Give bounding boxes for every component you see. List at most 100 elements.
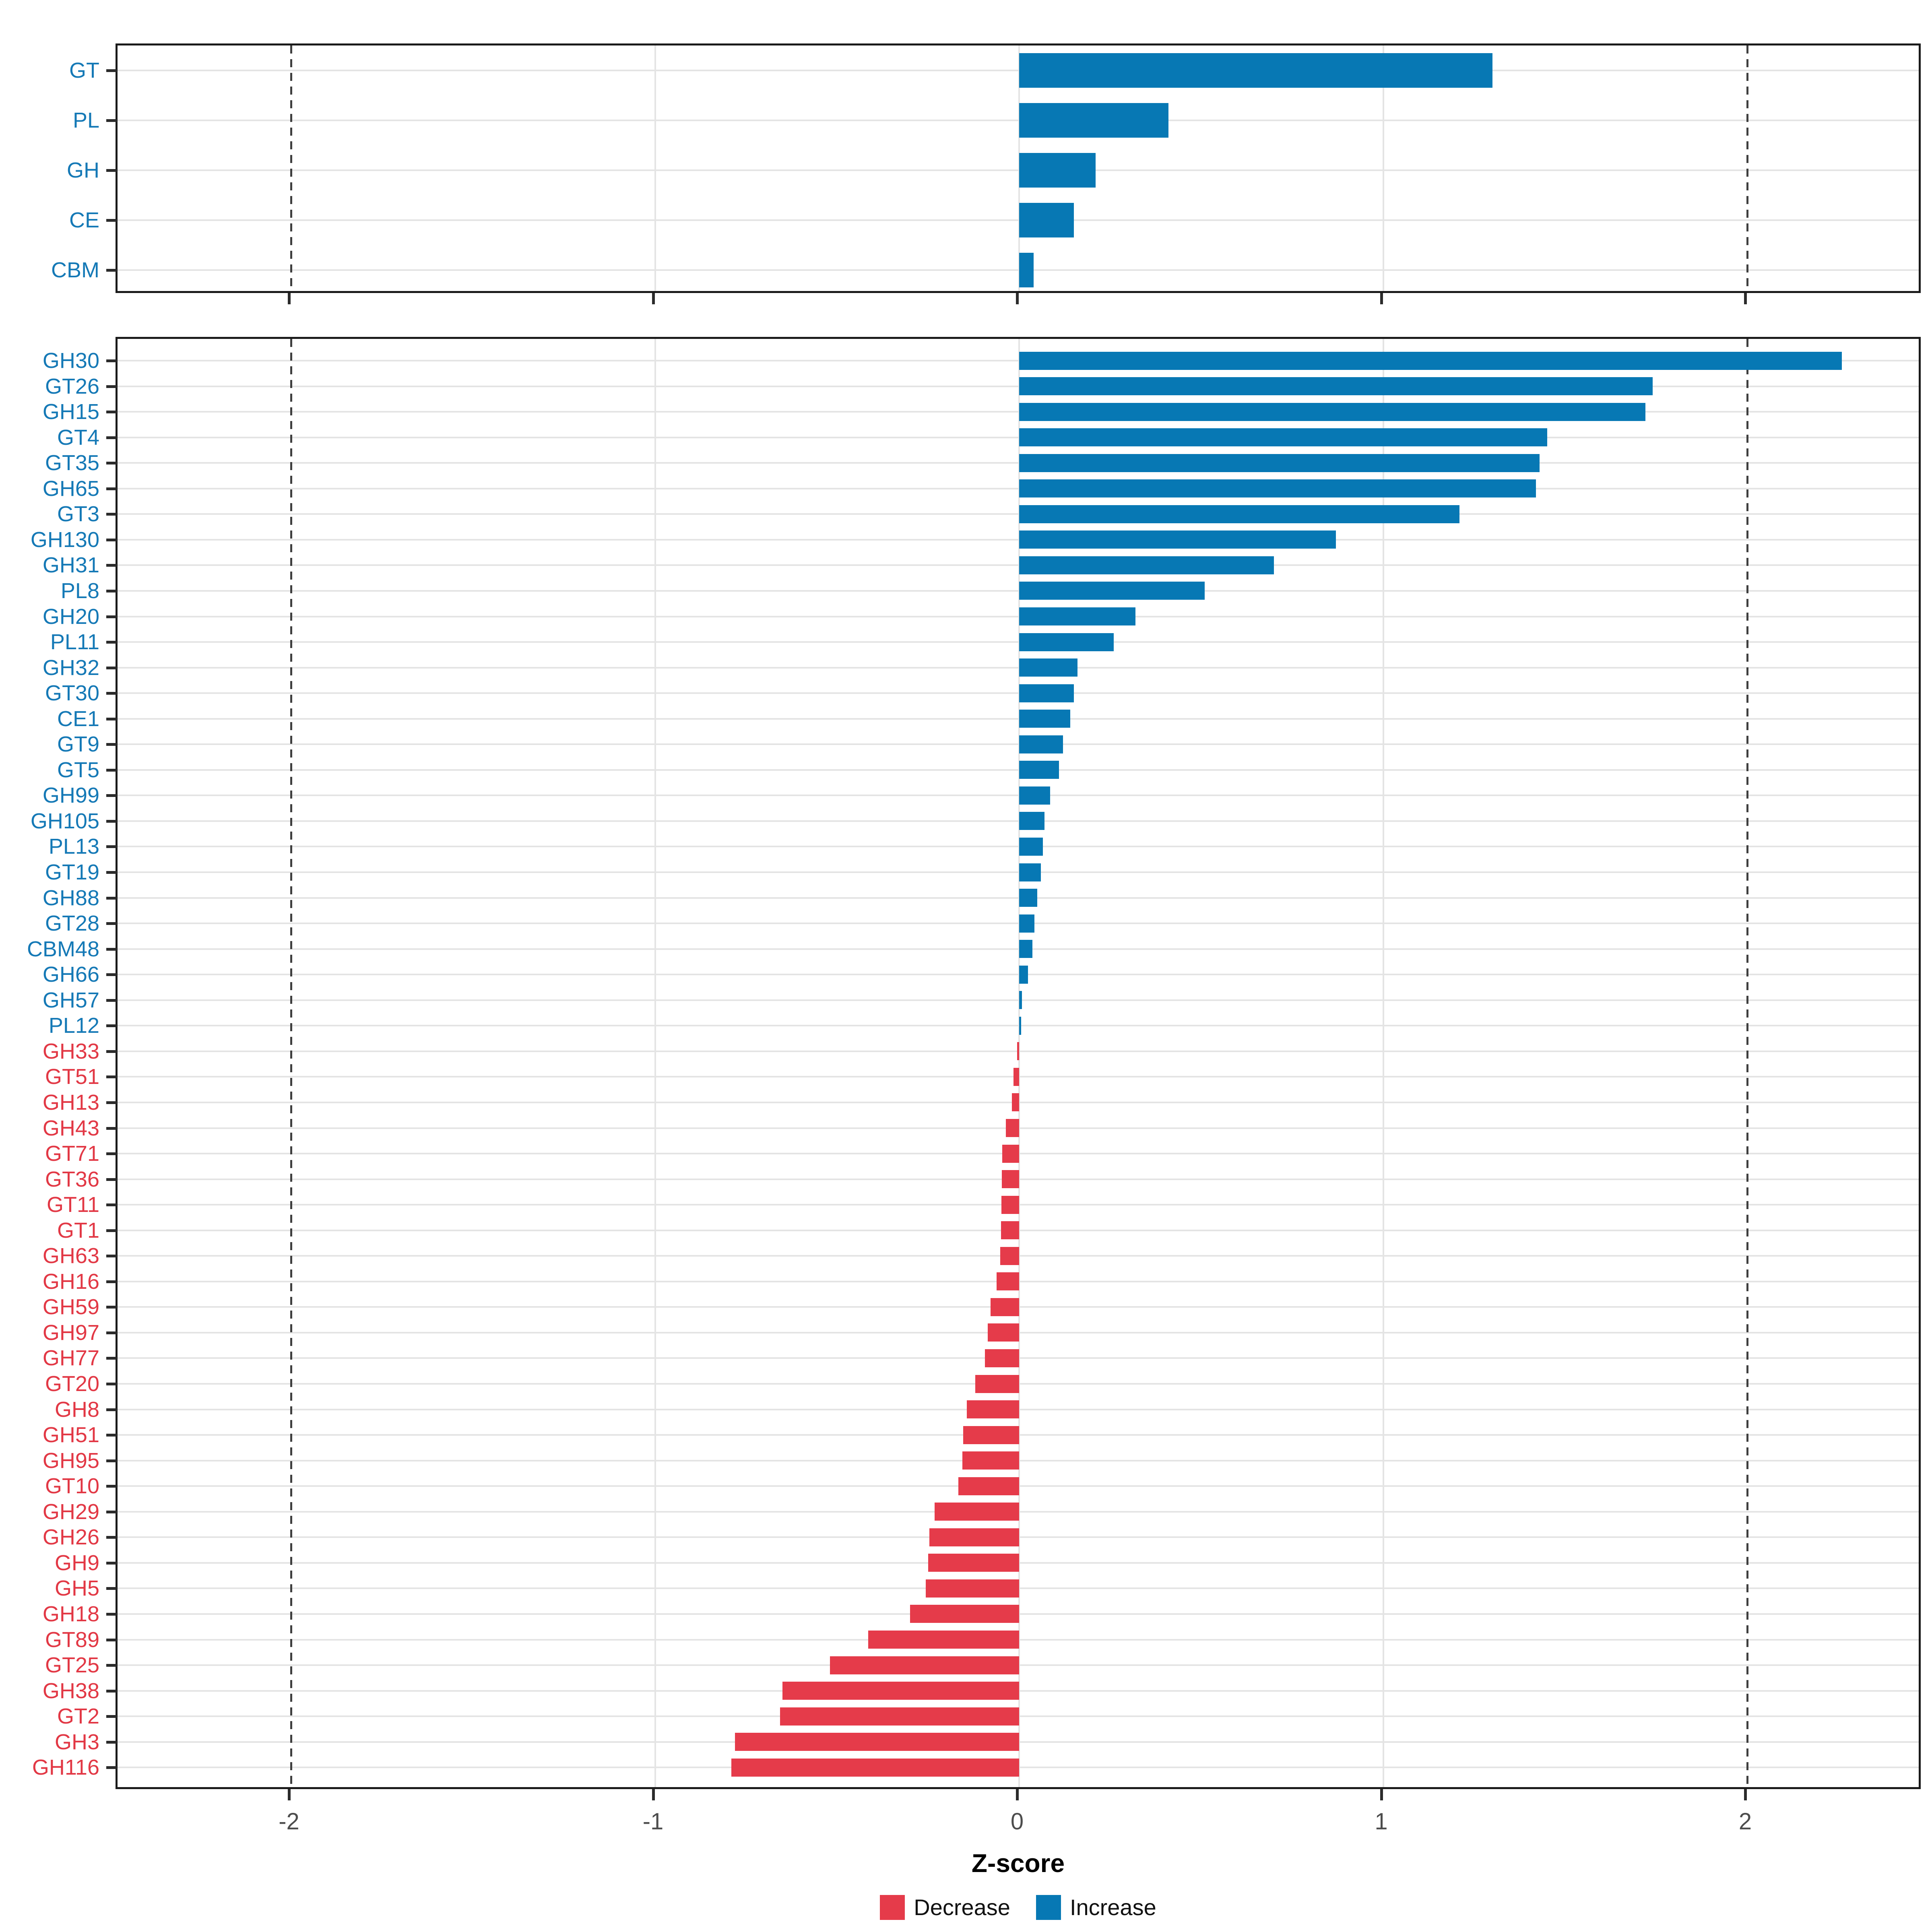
bar-CE xyxy=(1019,203,1074,237)
gridline-horizontal xyxy=(118,590,1919,592)
gridline-horizontal xyxy=(118,120,1919,121)
gridline-horizontal xyxy=(118,743,1919,745)
panel-enzyme-family-detail: GH30 GT26 GH15 GT4 GT35 GH65 GT3 GH130 GH31 PL8 GH… xyxy=(27,337,1921,1789)
y-axis-tick xyxy=(106,513,117,516)
category-label-GH105: GH105 xyxy=(30,809,99,833)
y-axis-tick xyxy=(106,411,117,414)
category-label-GH63: GH63 xyxy=(42,1244,99,1268)
y-axis-tick xyxy=(106,436,117,439)
category-label-GT25: GT25 xyxy=(45,1653,99,1678)
gridline-horizontal xyxy=(118,269,1919,271)
bar-GH16 xyxy=(996,1272,1019,1291)
gridline-horizontal xyxy=(118,436,1919,438)
gridline-horizontal xyxy=(118,718,1919,720)
bar-GH8 xyxy=(966,1400,1019,1419)
y-axis-tick xyxy=(106,1127,117,1130)
gridline-horizontal xyxy=(118,795,1919,797)
bar-GH9 xyxy=(928,1554,1019,1572)
category-label-GH26: GH26 xyxy=(42,1525,99,1550)
category-label-GH65: GH65 xyxy=(42,476,99,501)
y-axis-tick xyxy=(106,1075,117,1079)
y-axis-tick xyxy=(106,743,117,746)
category-label-GT19: GT19 xyxy=(45,860,99,884)
bar-PL13 xyxy=(1019,837,1043,856)
category-label-GT35: GT35 xyxy=(45,451,99,475)
category-label-GT30: GT30 xyxy=(45,681,99,706)
category-label-CBM48: CBM48 xyxy=(27,937,99,961)
bar-GT35 xyxy=(1019,454,1540,472)
bar-GT25 xyxy=(830,1656,1019,1674)
bar-GT9 xyxy=(1019,735,1063,753)
y-axis-tick xyxy=(106,1664,117,1667)
x-axis-tick xyxy=(1744,293,1747,304)
bar-GH99 xyxy=(1019,786,1050,805)
category-label-GT71: GT71 xyxy=(45,1141,99,1166)
gridline-horizontal xyxy=(118,641,1919,643)
y-axis-tick xyxy=(106,589,117,592)
gridline-horizontal xyxy=(118,923,1919,925)
category-label-GH38: GH38 xyxy=(42,1678,99,1703)
gridline-horizontal xyxy=(118,615,1919,617)
gridline-horizontal xyxy=(118,871,1919,873)
y-axis-tick xyxy=(106,538,117,541)
bar-GH88 xyxy=(1019,889,1038,907)
category-label-GH15: GH15 xyxy=(42,400,99,424)
x-axis-tick-label-0: 0 xyxy=(1010,1808,1024,1835)
y-axis-tick xyxy=(106,1101,117,1104)
bar-GT11 xyxy=(1001,1195,1019,1214)
gridline-horizontal xyxy=(118,564,1919,566)
bar-GH57 xyxy=(1019,991,1022,1009)
x-axis-tick xyxy=(652,293,655,304)
category-label-GT26: GT26 xyxy=(45,374,99,398)
dashed-guide--2 xyxy=(290,45,292,291)
bar-GH xyxy=(1019,153,1096,188)
bar-GH5 xyxy=(926,1579,1019,1598)
bar-GT89 xyxy=(868,1631,1019,1649)
bar-GH77 xyxy=(985,1349,1019,1367)
y-axis-tick xyxy=(106,1766,117,1769)
gridline-horizontal xyxy=(118,769,1919,771)
bar-GT20 xyxy=(975,1375,1019,1393)
gridline-horizontal xyxy=(118,360,1919,361)
legend-swatch-increase xyxy=(1036,1895,1061,1920)
y-axis-tick xyxy=(106,385,117,388)
y-axis-tick xyxy=(106,1459,117,1462)
category-label-GH31: GH31 xyxy=(42,553,99,578)
dashed-guide--2 xyxy=(290,339,292,1787)
legend-label-decrease: Decrease xyxy=(914,1895,1010,1920)
y-axis-tick xyxy=(106,692,117,695)
x-axis-tick xyxy=(1016,1789,1019,1800)
bar-GH20 xyxy=(1019,607,1136,625)
bar-GH65 xyxy=(1019,479,1536,498)
bar-CBM48 xyxy=(1019,940,1032,958)
category-label-PL12: PL12 xyxy=(48,1013,99,1038)
category-label-GH8: GH8 xyxy=(54,1397,99,1422)
y-axis-tick xyxy=(106,69,117,72)
y-axis-tick xyxy=(106,768,117,772)
legend-swatch-decrease xyxy=(880,1895,905,1920)
bar-GT51 xyxy=(1013,1067,1019,1086)
gridline-vertical-0 xyxy=(1018,339,1020,1787)
bar-GT10 xyxy=(958,1477,1019,1495)
bar-GH31 xyxy=(1019,556,1274,574)
gridline-vertical-1 xyxy=(1382,45,1384,291)
gridline-vertical--1 xyxy=(654,45,656,291)
bar-GH105 xyxy=(1019,812,1045,830)
category-label-CBM: CBM xyxy=(51,258,99,282)
gridline-horizontal xyxy=(118,513,1919,515)
y-axis-tick xyxy=(106,169,117,172)
category-label-GT20: GT20 xyxy=(45,1372,99,1396)
gridline-horizontal xyxy=(118,897,1919,899)
gridline-horizontal xyxy=(118,487,1919,489)
bar-GT30 xyxy=(1019,684,1074,702)
category-label-GT2: GT2 xyxy=(57,1704,99,1729)
y-axis-tick xyxy=(106,564,117,567)
y-axis-tick xyxy=(106,1152,117,1156)
category-label-GH88: GH88 xyxy=(42,886,99,910)
bar-GH116 xyxy=(731,1758,1019,1777)
category-label-GH51: GH51 xyxy=(42,1423,99,1447)
y-axis-tick xyxy=(106,119,117,122)
y-axis-tick xyxy=(106,845,117,848)
gridline-horizontal xyxy=(118,692,1919,694)
gridline-vertical-1 xyxy=(1382,339,1384,1787)
